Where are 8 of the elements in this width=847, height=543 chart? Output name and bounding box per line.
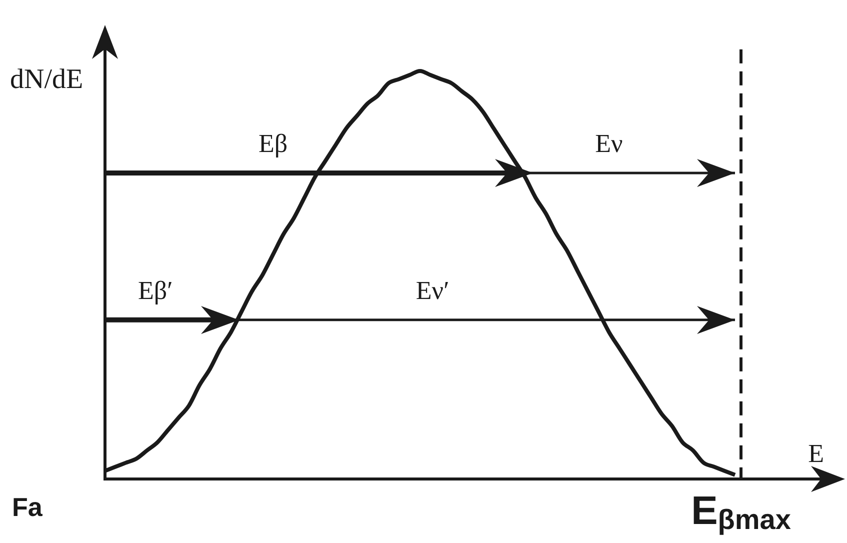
series-label: Eβ′ [138, 276, 173, 305]
series-label: Eν′ [416, 276, 450, 305]
text: E$_{βmax}$ [691, 489, 791, 536]
series-label: Eβ [258, 128, 288, 158]
text: Fa [12, 492, 42, 522]
y-axis-title: dN/dE [10, 64, 84, 95]
x-axis-title: E [808, 439, 824, 468]
series-label: Eν [595, 128, 623, 158]
